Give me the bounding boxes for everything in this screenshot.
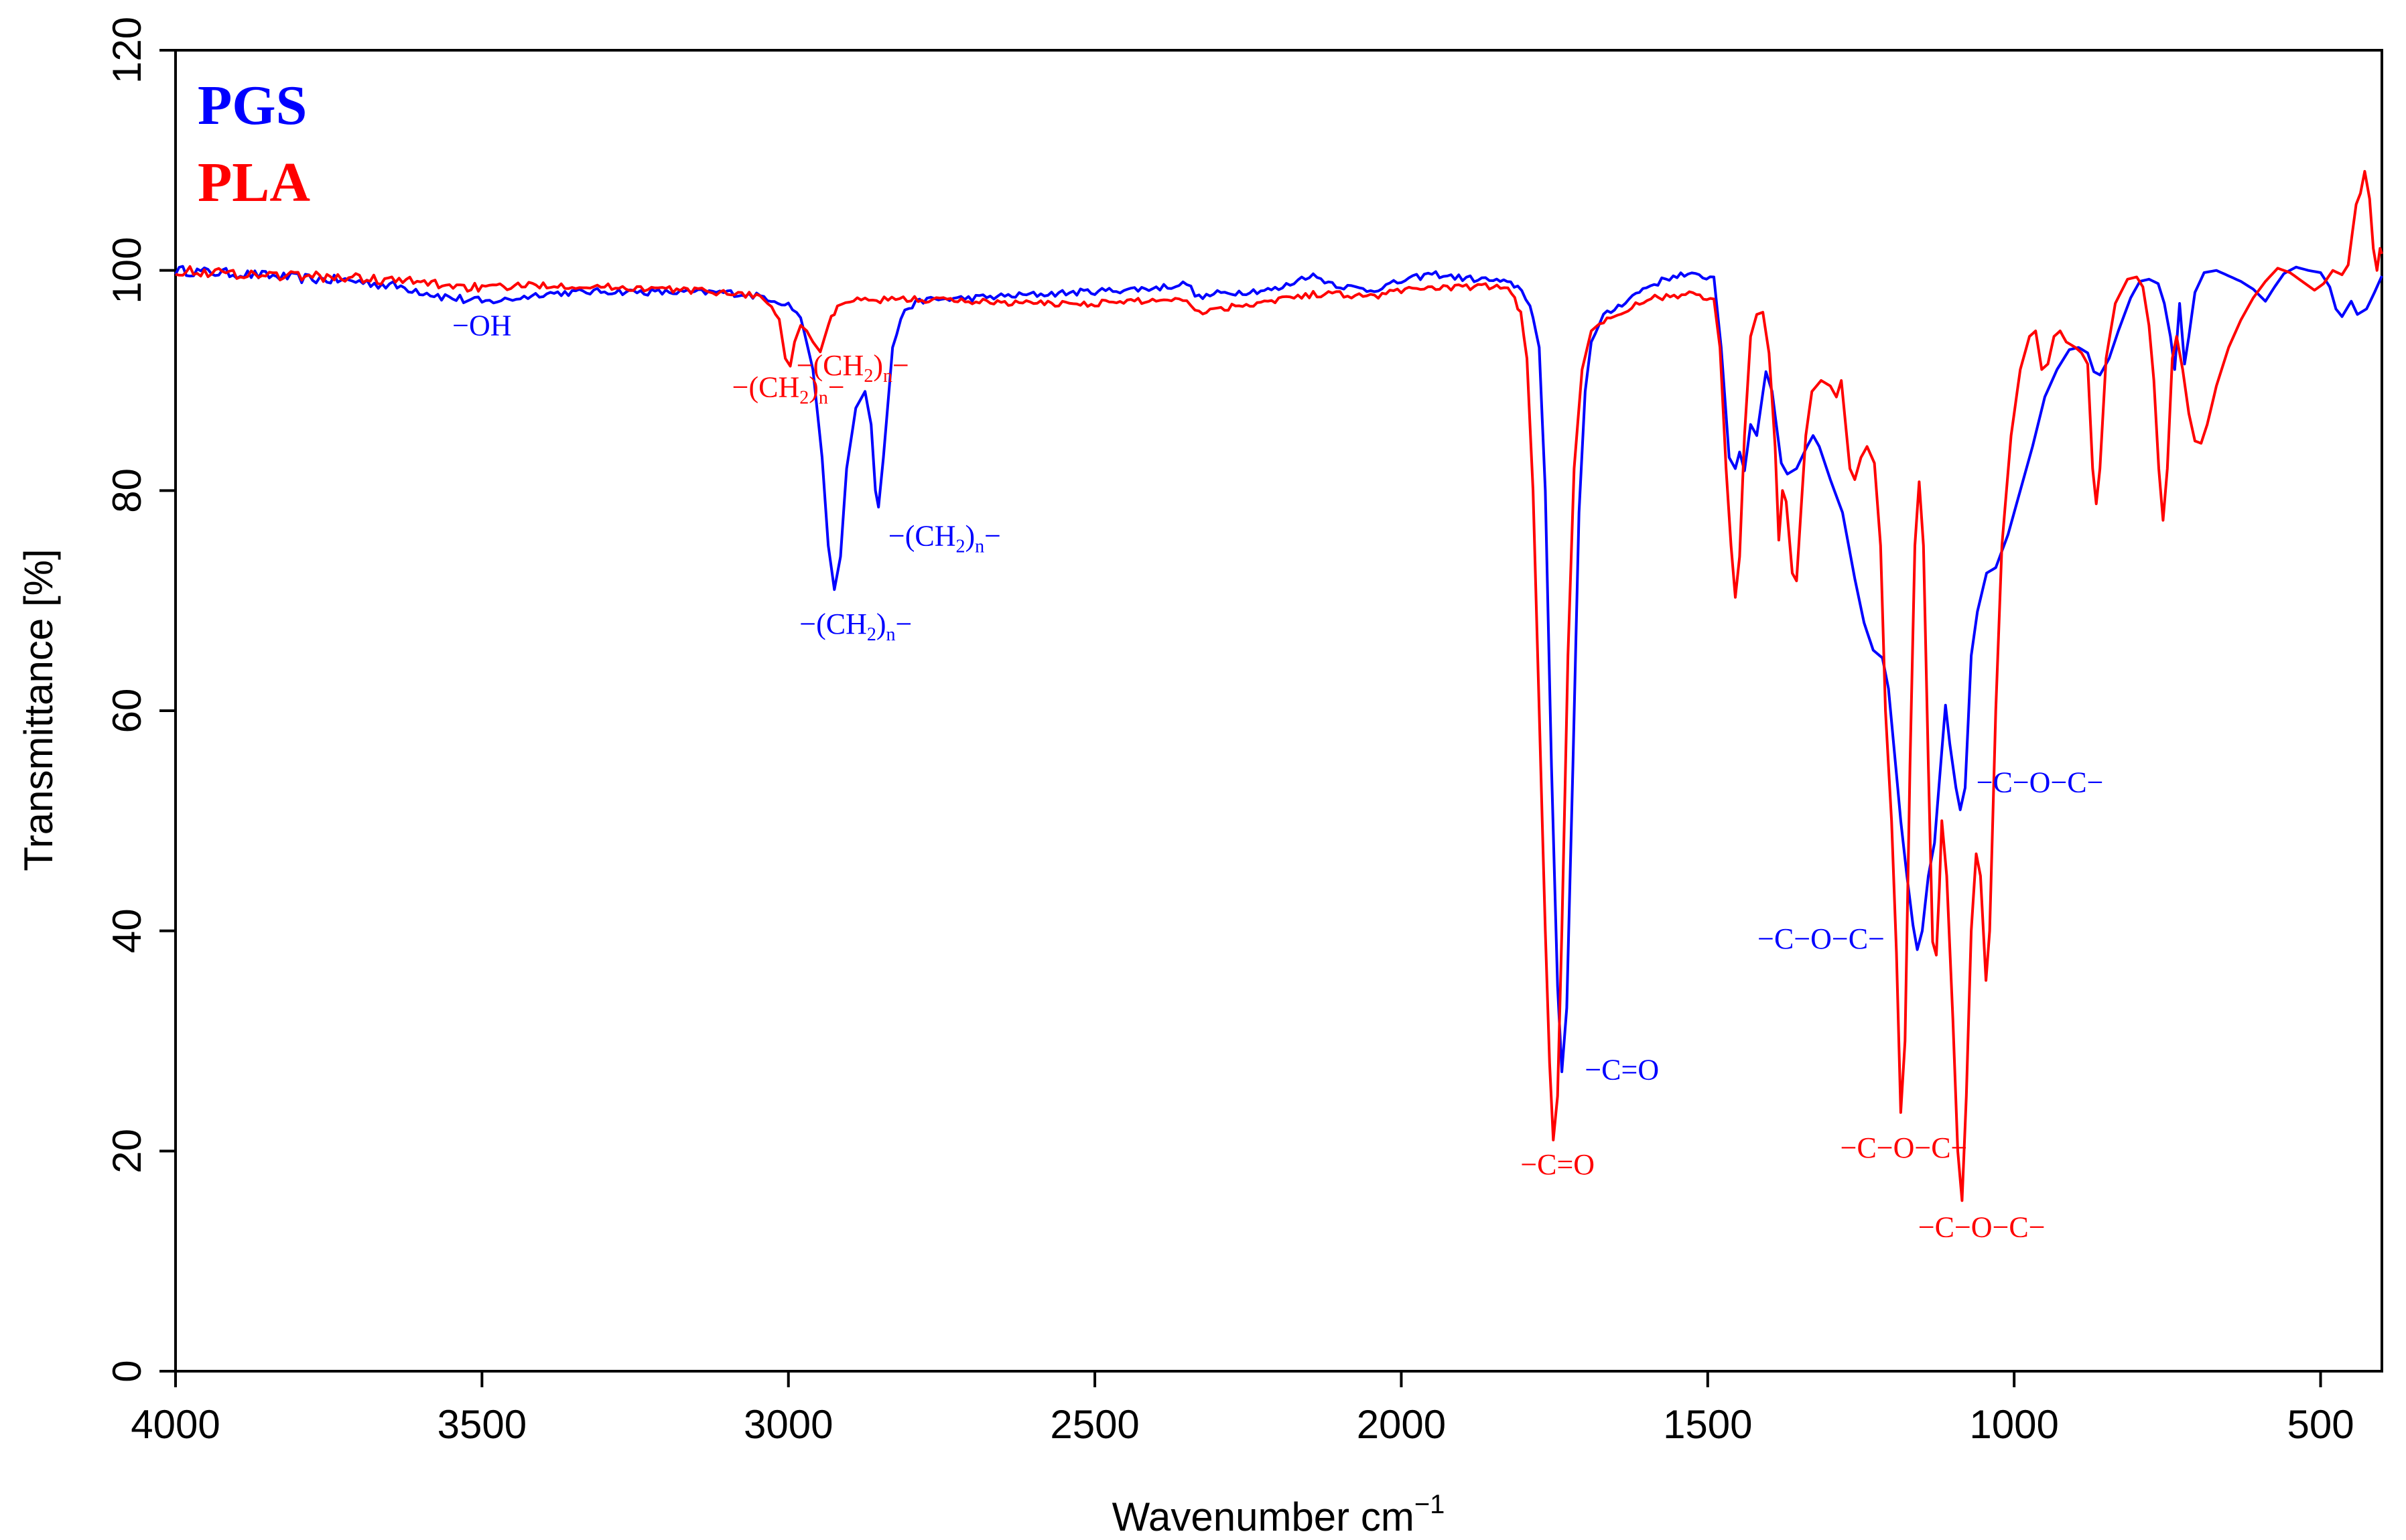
y-tick-label: 0 <box>105 1360 149 1382</box>
x-tick-label: 2000 <box>1357 1402 1446 1447</box>
y-tick-label: 100 <box>105 237 149 304</box>
series-line-pla <box>175 169 2383 1202</box>
legend: PGS PLA <box>198 74 310 214</box>
ann-ch2-pla-1: −(CH2)n− <box>732 371 845 409</box>
x-axis: 4000 3500 3000 2500 2000 1500 1000 500 <box>131 1371 2354 1447</box>
legend-item-pla: PLA <box>198 151 310 214</box>
ann-co-pgs: −C=O <box>1585 1054 1659 1087</box>
x-axis-label-text: Wavenumber cm <box>1112 1494 1414 1539</box>
ann-co-pla: −C=O <box>1520 1148 1595 1181</box>
plot-frame <box>174 49 2383 1373</box>
y-tick-label: 120 <box>105 17 149 84</box>
y-axis: 0 20 40 60 80 100 120 <box>105 17 176 1383</box>
series-line-pgs <box>174 265 2383 1073</box>
y-tick-label: 40 <box>105 908 149 953</box>
ann-coc-pla-2: −C−O−C− <box>1918 1211 2046 1244</box>
x-tick-label: 3500 <box>438 1402 527 1447</box>
x-tick-label: 2500 <box>1050 1402 1139 1447</box>
series-layer <box>174 169 2383 1202</box>
x-tick-label: 4000 <box>131 1402 220 1447</box>
y-tick-label: 20 <box>105 1129 149 1174</box>
ann-oh-pgs: −OH <box>452 309 511 342</box>
x-axis-label: Wavenumber cm−1 <box>1112 1490 1445 1539</box>
legend-item-pgs: PGS <box>198 74 307 137</box>
x-tick-label: 3000 <box>744 1402 833 1447</box>
x-axis-label-superscript: −1 <box>1414 1490 1445 1519</box>
ann-coc-pla-1: −C−O−C− <box>1841 1131 1968 1164</box>
x-tick-label: 1000 <box>1969 1402 2058 1447</box>
y-tick-label: 60 <box>105 689 149 733</box>
y-axis-label: Transmittance [%] <box>16 549 61 871</box>
ann-coc-pgs-1: −C−O−C− <box>1757 922 1885 955</box>
ann-coc-pgs-2: −C−O−C− <box>1977 766 2104 799</box>
ann-ch2-pgs-2: −(CH2)n− <box>799 608 912 645</box>
ann-ch2-pla-2: −(CH2)n− <box>797 349 909 387</box>
ann-ch2-pgs-1: −(CH2)n− <box>888 520 1001 557</box>
x-tick-label: 500 <box>2287 1402 2354 1447</box>
annotation-layer: −OH−(CH2)n−−(CH2)n−−(CH2)n−−(CH2)n−−C=O−… <box>452 309 2103 1244</box>
y-tick-label: 80 <box>105 468 149 513</box>
x-tick-label: 1500 <box>1663 1402 1752 1447</box>
